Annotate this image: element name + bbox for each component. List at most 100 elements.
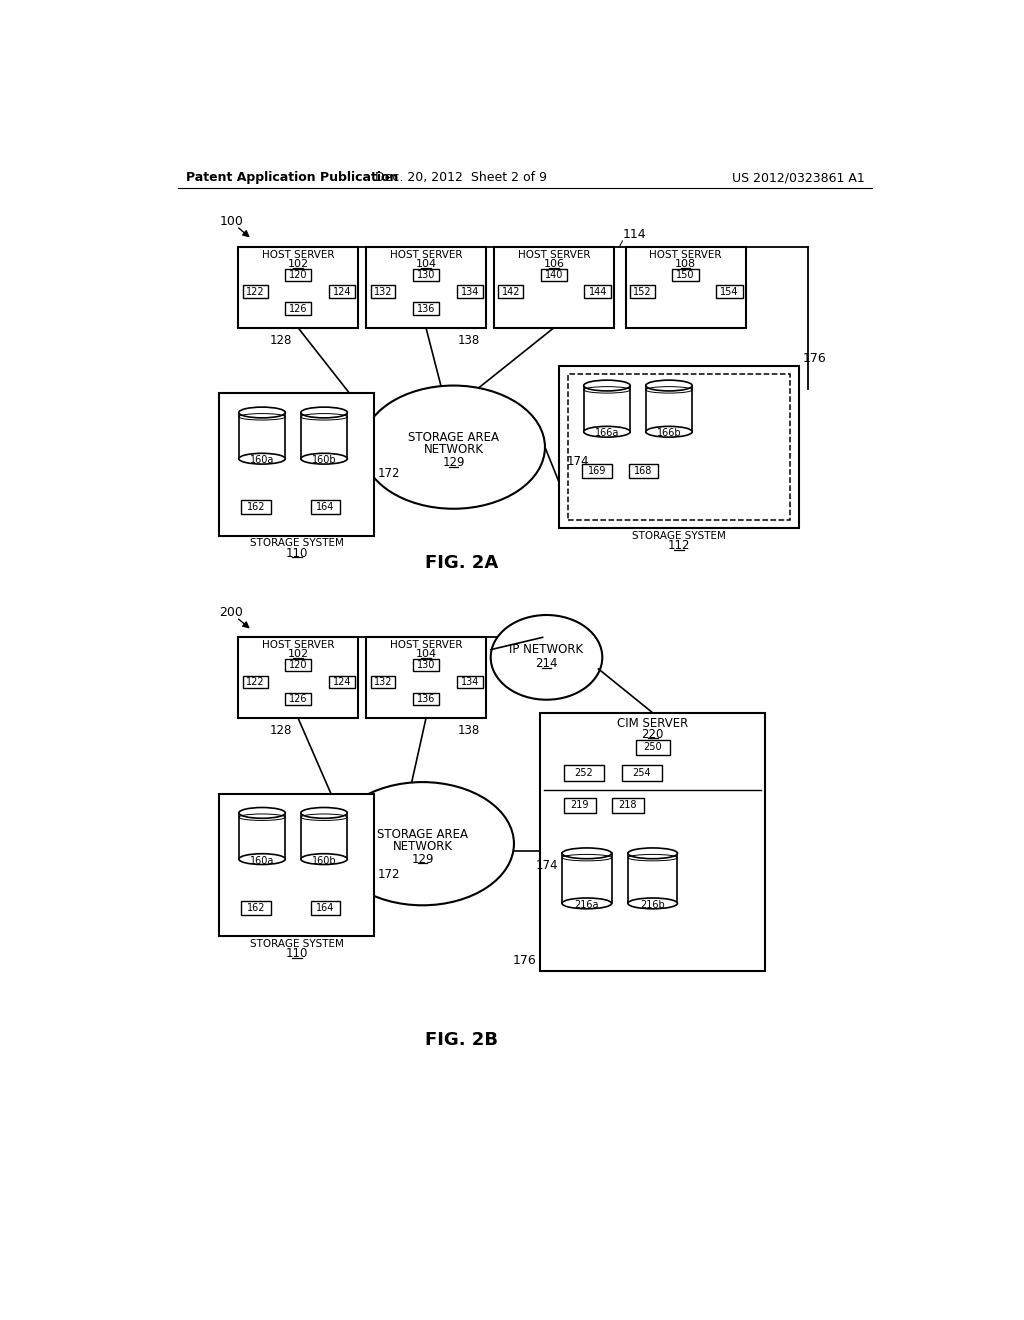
Bar [611,797,644,813]
Text: 172: 172 [378,867,400,880]
Text: NETWORK: NETWORK [392,840,453,853]
Text: 214: 214 [536,657,558,671]
Ellipse shape [584,426,630,437]
Bar [630,285,655,298]
Bar [241,900,270,915]
Text: 164: 164 [316,903,335,912]
Bar [563,797,596,813]
Bar [285,693,311,705]
Text: STORAGE SYSTEM: STORAGE SYSTEM [632,531,726,541]
Text: 172: 172 [378,467,400,480]
Text: 124: 124 [333,677,351,686]
Text: 129: 129 [442,455,465,469]
Text: 100: 100 [219,215,244,228]
Text: 200: 200 [219,606,244,619]
Text: HOST SERVER: HOST SERVER [390,249,462,260]
Text: HOST SERVER: HOST SERVER [390,640,462,649]
Ellipse shape [301,808,347,818]
Bar [457,285,483,298]
Text: 160b: 160b [311,855,337,866]
Text: 136: 136 [417,304,435,314]
Text: 128: 128 [270,723,292,737]
Ellipse shape [490,615,602,700]
Text: NETWORK: NETWORK [424,444,483,455]
Text: 104: 104 [416,259,436,269]
Bar [628,853,678,903]
Text: 166b: 166b [656,428,681,438]
Ellipse shape [562,847,611,859]
Bar [583,465,611,478]
Bar [371,285,395,298]
Text: 120: 120 [289,660,307,671]
Bar [238,247,358,327]
Bar [238,638,358,718]
Bar [559,366,799,528]
Bar [673,268,698,281]
Ellipse shape [362,385,545,508]
Text: 176: 176 [802,351,826,364]
Text: 250: 250 [643,742,662,752]
Text: 126: 126 [289,694,307,704]
Text: 132: 132 [374,677,392,686]
Text: 130: 130 [417,269,435,280]
Text: 160b: 160b [311,455,337,465]
Text: 120: 120 [289,269,307,280]
Bar [716,285,742,298]
Text: 134: 134 [461,677,479,686]
Text: 108: 108 [675,259,696,269]
Bar [626,247,745,327]
Ellipse shape [331,781,514,906]
Text: 144: 144 [589,286,607,297]
Bar [285,268,311,281]
Bar [329,285,355,298]
Text: 160a: 160a [250,455,274,465]
Text: 168: 168 [634,466,652,477]
Bar [563,766,604,780]
Text: 128: 128 [270,334,292,347]
Bar [371,676,395,688]
Text: HOST SERVER: HOST SERVER [262,249,335,260]
Bar [541,268,567,281]
Text: FIG. 2B: FIG. 2B [425,1031,498,1049]
Text: 174: 174 [536,859,558,871]
Ellipse shape [584,380,630,391]
Text: 169: 169 [588,466,606,477]
Bar [239,813,286,859]
Ellipse shape [628,847,678,859]
Text: FIG. 2A: FIG. 2A [425,553,498,572]
Text: HOST SERVER: HOST SERVER [649,249,722,260]
Ellipse shape [239,808,286,818]
Bar [413,659,439,671]
Text: Patent Application Publication: Patent Application Publication [186,172,398,185]
Bar [622,766,662,780]
Text: 220: 220 [641,727,664,741]
Text: 112: 112 [668,539,690,552]
Text: 174: 174 [566,454,589,467]
Ellipse shape [301,453,347,465]
Text: 136: 136 [417,694,435,704]
Ellipse shape [646,426,692,437]
Bar [568,374,790,520]
Bar [646,385,692,432]
Text: 216b: 216b [640,900,665,911]
Text: 124: 124 [333,286,351,297]
Bar [285,659,311,671]
Text: HOST SERVER: HOST SERVER [262,640,335,649]
Text: 162: 162 [247,903,265,912]
Text: STORAGE AREA: STORAGE AREA [377,828,468,841]
Ellipse shape [646,380,692,391]
Text: US 2012/0323861 A1: US 2012/0323861 A1 [731,172,864,185]
Text: 104: 104 [416,649,436,659]
Ellipse shape [301,854,347,865]
Bar [366,638,486,718]
Text: STORAGE SYSTEM: STORAGE SYSTEM [250,939,344,949]
Bar [243,285,267,298]
Bar [584,385,630,432]
Text: 216a: 216a [574,900,599,911]
Text: STORAGE AREA: STORAGE AREA [408,432,499,445]
Bar [311,500,340,515]
Text: Dec. 20, 2012  Sheet 2 of 9: Dec. 20, 2012 Sheet 2 of 9 [375,172,547,185]
Text: IP NETWORK: IP NETWORK [509,643,584,656]
Text: 134: 134 [461,286,479,297]
Bar [413,693,439,705]
